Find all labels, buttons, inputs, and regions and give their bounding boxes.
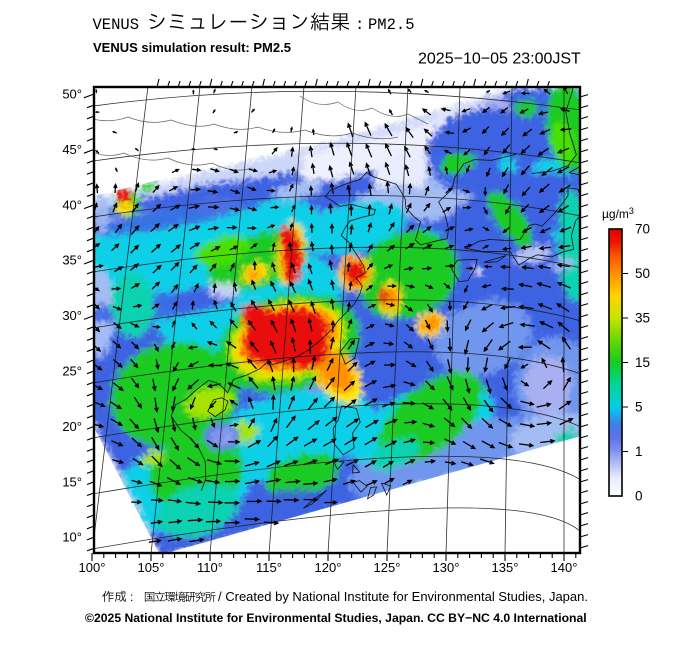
svg-text:©2025 National Institute for E: ©2025 National Institute for Environment… — [85, 611, 587, 625]
svg-text:VENUS: VENUS — [93, 16, 140, 34]
svg-text:20°: 20° — [62, 419, 82, 434]
svg-text:115°: 115° — [256, 560, 282, 575]
svg-text:120°: 120° — [315, 560, 342, 575]
svg-text:35°: 35° — [62, 253, 82, 268]
svg-text::: : — [130, 590, 133, 604]
svg-text:110°: 110° — [197, 560, 223, 575]
svg-text:100°: 100° — [79, 560, 106, 575]
svg-text:35: 35 — [635, 311, 650, 326]
svg-text:70: 70 — [635, 222, 650, 237]
svg-text:15°: 15° — [62, 474, 82, 489]
svg-text:25°: 25° — [62, 364, 82, 379]
svg-text:45°: 45° — [62, 142, 82, 157]
svg-text:0: 0 — [635, 489, 643, 504]
svg-text:40°: 40° — [62, 197, 82, 212]
svg-text:30°: 30° — [62, 308, 82, 323]
svg-text:VENUS simulation result: PM2.5: VENUS simulation result: PM2.5 — [93, 40, 291, 55]
svg-text::: : — [355, 16, 364, 34]
svg-text:/ Created by National Institut: / Created by National Institute for Envi… — [218, 589, 588, 604]
svg-text:125°: 125° — [374, 560, 401, 575]
svg-text:10°: 10° — [62, 530, 82, 545]
svg-text:µg/m3: µg/m3 — [602, 206, 634, 221]
svg-text:1: 1 — [635, 444, 643, 459]
svg-text:50: 50 — [635, 266, 650, 281]
svg-text:15: 15 — [635, 355, 650, 370]
svg-text:2025−10−05 23:00JST: 2025−10−05 23:00JST — [418, 51, 581, 68]
svg-text:140°: 140° — [551, 560, 578, 575]
svg-text:130°: 130° — [433, 560, 460, 575]
svg-text:5: 5 — [635, 400, 643, 415]
svg-text:135°: 135° — [492, 560, 519, 575]
svg-text:105°: 105° — [138, 560, 165, 575]
svg-text:50°: 50° — [62, 87, 82, 102]
svg-text:PM2.5: PM2.5 — [368, 16, 415, 34]
